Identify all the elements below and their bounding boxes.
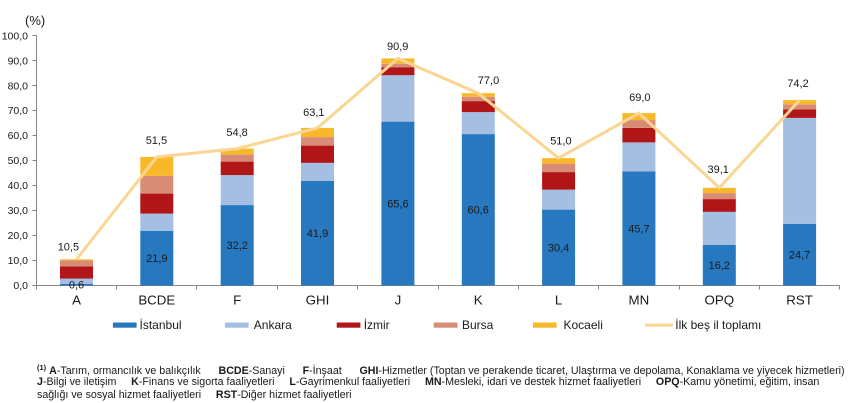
svg-text:65,6: 65,6 [387,199,408,211]
svg-text:60,0: 60,0 [8,130,29,142]
svg-text:Bursa: Bursa [462,318,494,332]
svg-text:MN: MN [629,293,650,308]
svg-text:Ankara: Ankara [254,318,292,332]
svg-text:OPQ: OPQ [705,293,735,308]
svg-text:BCDE: BCDE [138,293,175,308]
svg-text:45,7: 45,7 [628,223,649,235]
svg-text:(%): (%) [25,13,45,28]
svg-text:F: F [233,293,241,308]
svg-text:16,2: 16,2 [709,260,730,272]
svg-text:İstanbul: İstanbul [140,318,182,332]
svg-text:41,9: 41,9 [307,228,328,240]
svg-text:J: J [395,293,402,308]
svg-text:51,5: 51,5 [146,135,167,147]
svg-text:74,2: 74,2 [787,78,808,90]
svg-text:70,0: 70,0 [8,105,29,117]
svg-text:51,0: 51,0 [550,136,571,148]
svg-text:L: L [555,293,562,308]
svg-text:A: A [72,293,81,308]
svg-text:İzmir: İzmir [364,318,390,332]
svg-text:90,9: 90,9 [387,41,408,53]
svg-text:40,0: 40,0 [8,180,29,192]
svg-text:60,6: 60,6 [467,205,488,217]
svg-text:100,0: 100,0 [2,30,28,42]
svg-text:90,0: 90,0 [8,55,29,67]
svg-text:30,4: 30,4 [548,242,569,254]
svg-text:50,0: 50,0 [8,155,29,167]
svg-text:30,0: 30,0 [8,205,29,217]
svg-text:21,9: 21,9 [146,253,167,265]
svg-text:GHI: GHI [306,293,330,308]
svg-text:0,0: 0,0 [13,280,28,292]
svg-text:RST: RST [786,293,813,308]
svg-text:İlk beş il toplamı: İlk beş il toplamı [675,318,761,332]
svg-text:80,0: 80,0 [8,80,29,92]
svg-text:Kocaeli: Kocaeli [564,318,603,332]
svg-text:K: K [474,293,483,308]
svg-text:32,2: 32,2 [226,240,247,252]
svg-text:20,0: 20,0 [8,230,29,242]
svg-text:39,1: 39,1 [707,164,728,176]
svg-text:63,1: 63,1 [303,107,324,119]
svg-text:0,6: 0,6 [69,279,84,291]
svg-text:10,0: 10,0 [8,255,29,267]
svg-text:24,7: 24,7 [789,250,810,262]
svg-text:54,8: 54,8 [226,127,247,139]
svg-text:10,5: 10,5 [58,242,79,254]
svg-text:69,0: 69,0 [629,92,650,104]
svg-text:77,0: 77,0 [478,75,499,87]
